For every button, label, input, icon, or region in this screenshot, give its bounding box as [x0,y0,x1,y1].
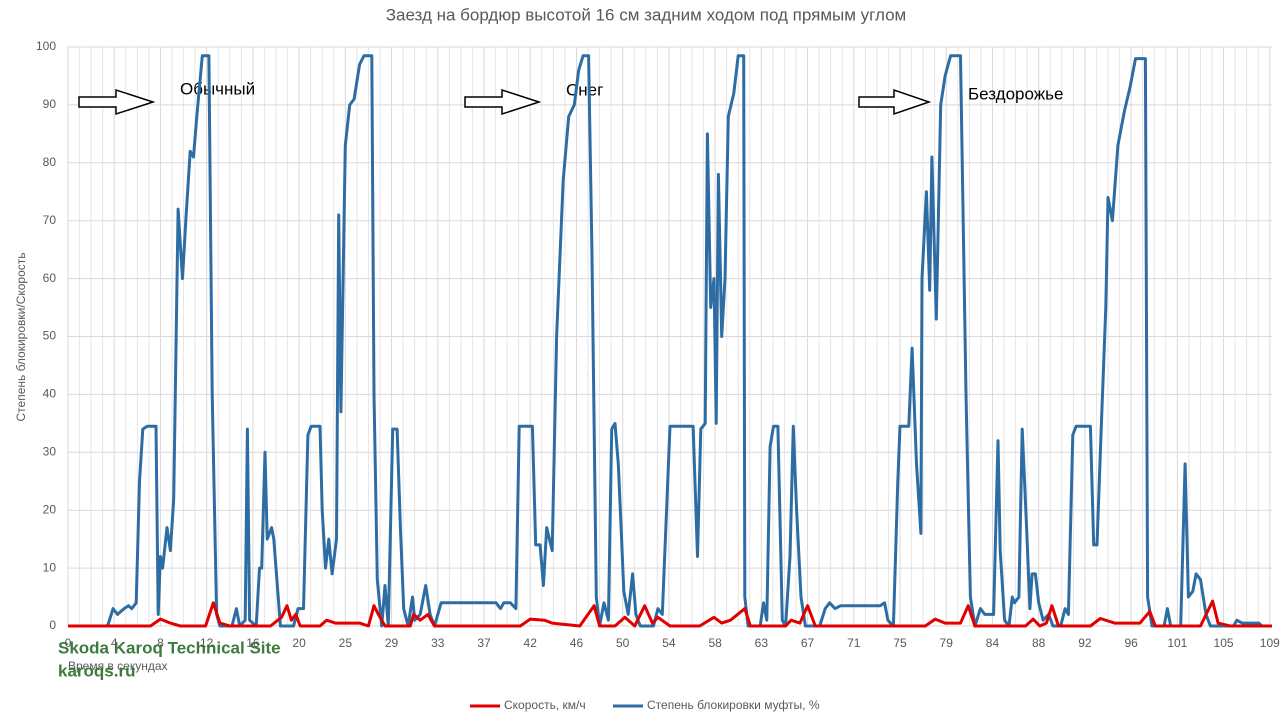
x-tick-label: 29 [385,636,399,650]
x-tick-label: 8 [157,636,164,650]
x-tick-label: 37 [477,636,491,650]
x-tick-label: 46 [570,636,584,650]
y-tick-label: 100 [36,39,56,53]
arrow [464,88,542,116]
x-tick-label: 25 [339,636,353,650]
x-tick-label: 105 [1214,636,1234,650]
annotation: Бездорожье [968,84,1063,103]
x-tick-label: 67 [801,636,815,650]
y-tick-label: 10 [43,560,57,574]
chart-title: Заезд на бордюр высотой 16 см задним ход… [386,5,907,24]
legend-label: Степень блокировки муфты, % [647,698,820,712]
x-tick-label: 42 [524,636,538,650]
x-tick-label: 12 [200,636,214,650]
annotation: Снег [566,80,603,99]
x-tick-label: 79 [940,636,954,650]
x-tick-label: 109 [1260,636,1280,650]
y-tick-label: 20 [43,502,57,516]
series-line [68,599,1272,628]
x-tick-label: 88 [1032,636,1046,650]
watermark: Skoda Karoq Technical Site [58,638,281,657]
y-axis-label: Степень блокировки/Скорость [14,252,28,421]
y-tick-label: 70 [43,213,57,227]
watermark: karoqs.ru [58,661,135,680]
grid [67,46,1272,627]
y-tick-label: 30 [43,444,57,458]
x-tick-label: 71 [847,636,861,650]
arrow [78,88,156,116]
x-tick-label: 92 [1078,636,1092,650]
y-tick-label: 0 [49,618,56,632]
x-tick-label: 101 [1167,636,1187,650]
x-tick-label: 63 [755,636,769,650]
arrows [78,88,932,116]
y-tick-label: 90 [43,97,57,111]
x-tick-label: 84 [986,636,1000,650]
annotation: Обычный [180,79,255,98]
arrow [858,88,932,116]
y-tick-label: 60 [43,271,57,285]
x-tick-label: 4 [111,636,118,650]
x-tick-label: 58 [708,636,722,650]
x-tick-label: 50 [616,636,630,650]
legend-label: Скорость, км/ч [504,698,586,712]
x-tick-label: 75 [893,636,907,650]
series-line [68,54,1272,628]
x-tick-label: 96 [1124,636,1138,650]
x-tick-label: 20 [292,636,306,650]
y-tick-label: 50 [43,329,57,343]
x-tick-label: 54 [662,636,676,650]
x-tick-label: 33 [431,636,445,650]
x-axis-label: Время в секундах [68,659,168,673]
y-tick-label: 40 [43,387,57,401]
y-tick-label: 80 [43,155,57,169]
x-tick-label: 16 [246,636,260,650]
x-tick-label: 0 [65,636,72,650]
